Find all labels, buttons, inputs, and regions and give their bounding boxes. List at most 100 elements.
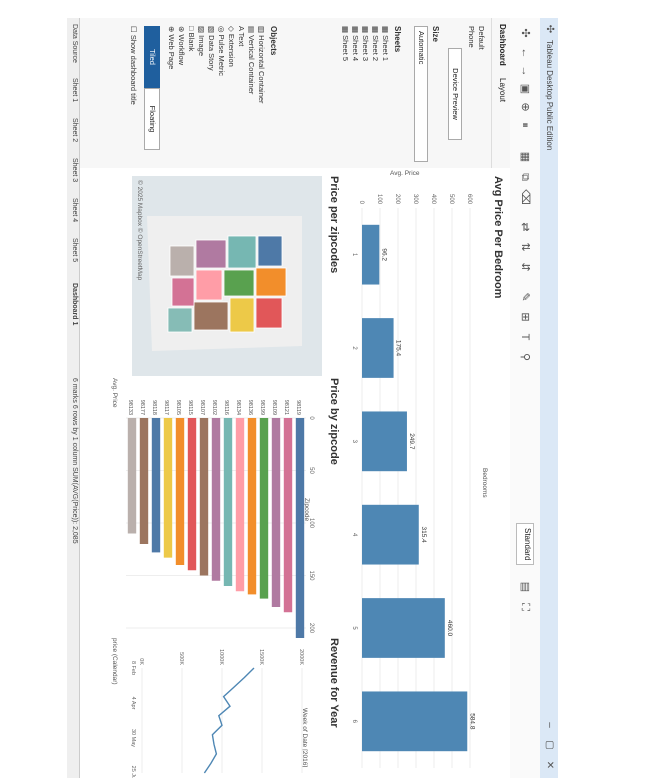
default-device[interactable]: Default	[477, 26, 486, 50]
object-data-story[interactable]: ▧ Data Story	[207, 26, 216, 71]
sheet-item-5[interactable]: ▦ Sheet 5	[341, 26, 350, 62]
zip-category-label: 98102	[211, 400, 217, 415]
object-web-page[interactable]: ⊕ Web Page	[167, 26, 176, 70]
tableau-home-icon[interactable]: ✣	[519, 28, 531, 38]
object-horizontal[interactable]: ▥ Horizontal Container	[257, 26, 266, 104]
bedroom-x-tick: 4	[351, 533, 357, 537]
object-text[interactable]: A Text	[237, 26, 246, 47]
status-text: 6 marks 6 rows by 1 column SUM(AVG(Price…	[71, 378, 78, 544]
zip-bar	[127, 418, 137, 534]
rev-x-tick: 30 May	[130, 729, 136, 747]
zip-category-label: 98199	[259, 400, 265, 415]
zip-bar	[223, 418, 233, 586]
zip-chart-title: Price by zipcode	[328, 378, 340, 465]
zip-category-label: 98105	[175, 400, 181, 415]
maximize-icon[interactable]: ▢	[544, 740, 555, 750]
bedroom-x-tick: 6	[351, 720, 357, 724]
horizontal-container-icon: ▥	[257, 26, 266, 36]
object-pulse-metric[interactable]: ◎ Pulse Metric	[217, 26, 226, 76]
zip-value-tick: 50	[308, 467, 314, 474]
phone-device[interactable]: Phone	[467, 26, 476, 48]
show-title-checkbox[interactable]: ☐ Show dashboard title	[129, 26, 138, 105]
bedroom-y-tick: 0	[358, 201, 364, 205]
zipcode-region	[167, 307, 193, 333]
bedroom-y-tick: 200	[394, 194, 400, 205]
zip-category-label: 98109	[271, 400, 277, 415]
zip-bar	[211, 418, 221, 581]
duplicate-icon[interactable]: ⧉	[519, 173, 531, 181]
zip-category-label: 98118	[151, 400, 157, 415]
toolbar: ✣ ← → ▣ ⊕ ⏸ ▦ ⧉ ⌫ ⇄ ⇅ ⇵ ✎ ⊞ T ⚲ Standard…	[509, 18, 540, 778]
bedroom-bar	[362, 411, 407, 472]
zipcode-region	[223, 269, 255, 297]
zip-category-label: 98136	[247, 400, 253, 415]
zipcode-region	[195, 239, 227, 269]
back-icon[interactable]: ←	[519, 47, 531, 59]
sheet-item-3[interactable]: ▦ Sheet 3	[361, 26, 370, 62]
object-vertical[interactable]: ▤ Vertical Container	[247, 26, 256, 95]
zip-category-label: 98134	[235, 400, 241, 415]
sheet-item-4[interactable]: ▦ Sheet 4	[351, 26, 360, 62]
zip-category-label: 98119	[295, 400, 301, 415]
pulse-icon: ◎	[217, 26, 226, 35]
object-image[interactable]: ▨ Image	[197, 26, 206, 57]
forward-icon[interactable]: →	[519, 65, 531, 77]
sheet-tab-1[interactable]: Sheet 1	[71, 78, 78, 103]
pause-icon[interactable]: ⏸	[519, 122, 531, 128]
zip-value-tick: 150	[308, 570, 314, 581]
story-icon: ▧	[207, 26, 216, 36]
sheet-tab-dashboard[interactable]: Dashboard 1	[71, 283, 78, 326]
swap-icon[interactable]: ⇄	[519, 222, 531, 232]
rev-y-tick: 1000K	[218, 649, 224, 665]
bedroom-bar	[361, 318, 394, 378]
zipcode-map[interactable]: © 2025 Mapbox © OpenStreetMap	[132, 176, 322, 376]
new-datasource-icon[interactable]: ⊕	[519, 102, 531, 112]
sheet-item-1[interactable]: ▦ Sheet 1	[381, 26, 390, 62]
blank-icon: □	[187, 26, 196, 33]
sheet-tab-5[interactable]: Sheet 5	[71, 238, 78, 263]
revenue-y-label: price (Calendar)	[111, 638, 118, 685]
checkbox-icon: ☐	[129, 26, 138, 35]
sheets-title: Sheets	[393, 26, 402, 53]
minimize-icon[interactable]: –	[544, 722, 555, 728]
group-icon[interactable]: ⊞	[519, 312, 531, 322]
pin-icon[interactable]: ⚲	[519, 352, 531, 362]
rev-x-tick: 4 Apr	[130, 697, 136, 710]
bedroom-x-tick: 3	[351, 440, 357, 444]
dashboard-left-pane: Dashboard Layout Default Phone Device Pr…	[80, 18, 510, 169]
sort-asc-icon[interactable]: ⇅	[519, 242, 531, 252]
zip-category-label: 98115	[187, 400, 193, 415]
fit-dropdown[interactable]: Standard	[516, 523, 534, 566]
tiled-button[interactable]: Tiled	[144, 26, 160, 88]
zipcode-region	[195, 269, 223, 301]
zip-bar	[271, 418, 281, 607]
sheet-tab-datasource[interactable]: Data Source	[71, 24, 78, 63]
sort-desc-icon[interactable]: ⇵	[519, 262, 531, 272]
pane-tabs: Dashboard Layout	[491, 18, 510, 168]
tab-dashboard[interactable]: Dashboard	[498, 24, 507, 66]
sheet-tab-3[interactable]: Sheet 3	[71, 158, 78, 183]
save-icon[interactable]: ▣	[519, 83, 531, 95]
object-blank[interactable]: □ Blank	[187, 26, 196, 52]
bedroom-y-tick: 600	[466, 194, 472, 205]
sheet-item-2[interactable]: ▦ Sheet 2	[371, 26, 380, 62]
device-preview-button[interactable]: Device Preview	[448, 48, 462, 140]
new-sheet-icon[interactable]: ▦	[519, 151, 531, 163]
sheet-tab-2[interactable]: Sheet 2	[71, 118, 78, 143]
tab-layout[interactable]: Layout	[498, 78, 507, 103]
close-icon[interactable]: ✕	[544, 760, 555, 770]
size-dropdown[interactable]: Automatic	[414, 26, 428, 162]
sheet-tab-4[interactable]: Sheet 4	[71, 198, 78, 223]
present-icon[interactable]: ⛶	[519, 603, 531, 611]
object-extension[interactable]: ◇ Extension	[227, 26, 236, 67]
clear-icon[interactable]: ⌫	[519, 189, 531, 205]
zip-bar	[259, 418, 269, 599]
zip-category-label: 98121	[283, 400, 289, 415]
object-workflow[interactable]: ⊛ Workflow	[177, 26, 186, 66]
floating-button[interactable]: Floating	[144, 88, 160, 150]
rev-y-tick: 2000K	[298, 649, 304, 665]
bedroom-bar	[362, 691, 468, 752]
highlight-icon[interactable]: ✎	[519, 292, 531, 302]
show-me-icon[interactable]: ▤	[519, 581, 531, 593]
label-icon[interactable]: T	[519, 333, 531, 341]
